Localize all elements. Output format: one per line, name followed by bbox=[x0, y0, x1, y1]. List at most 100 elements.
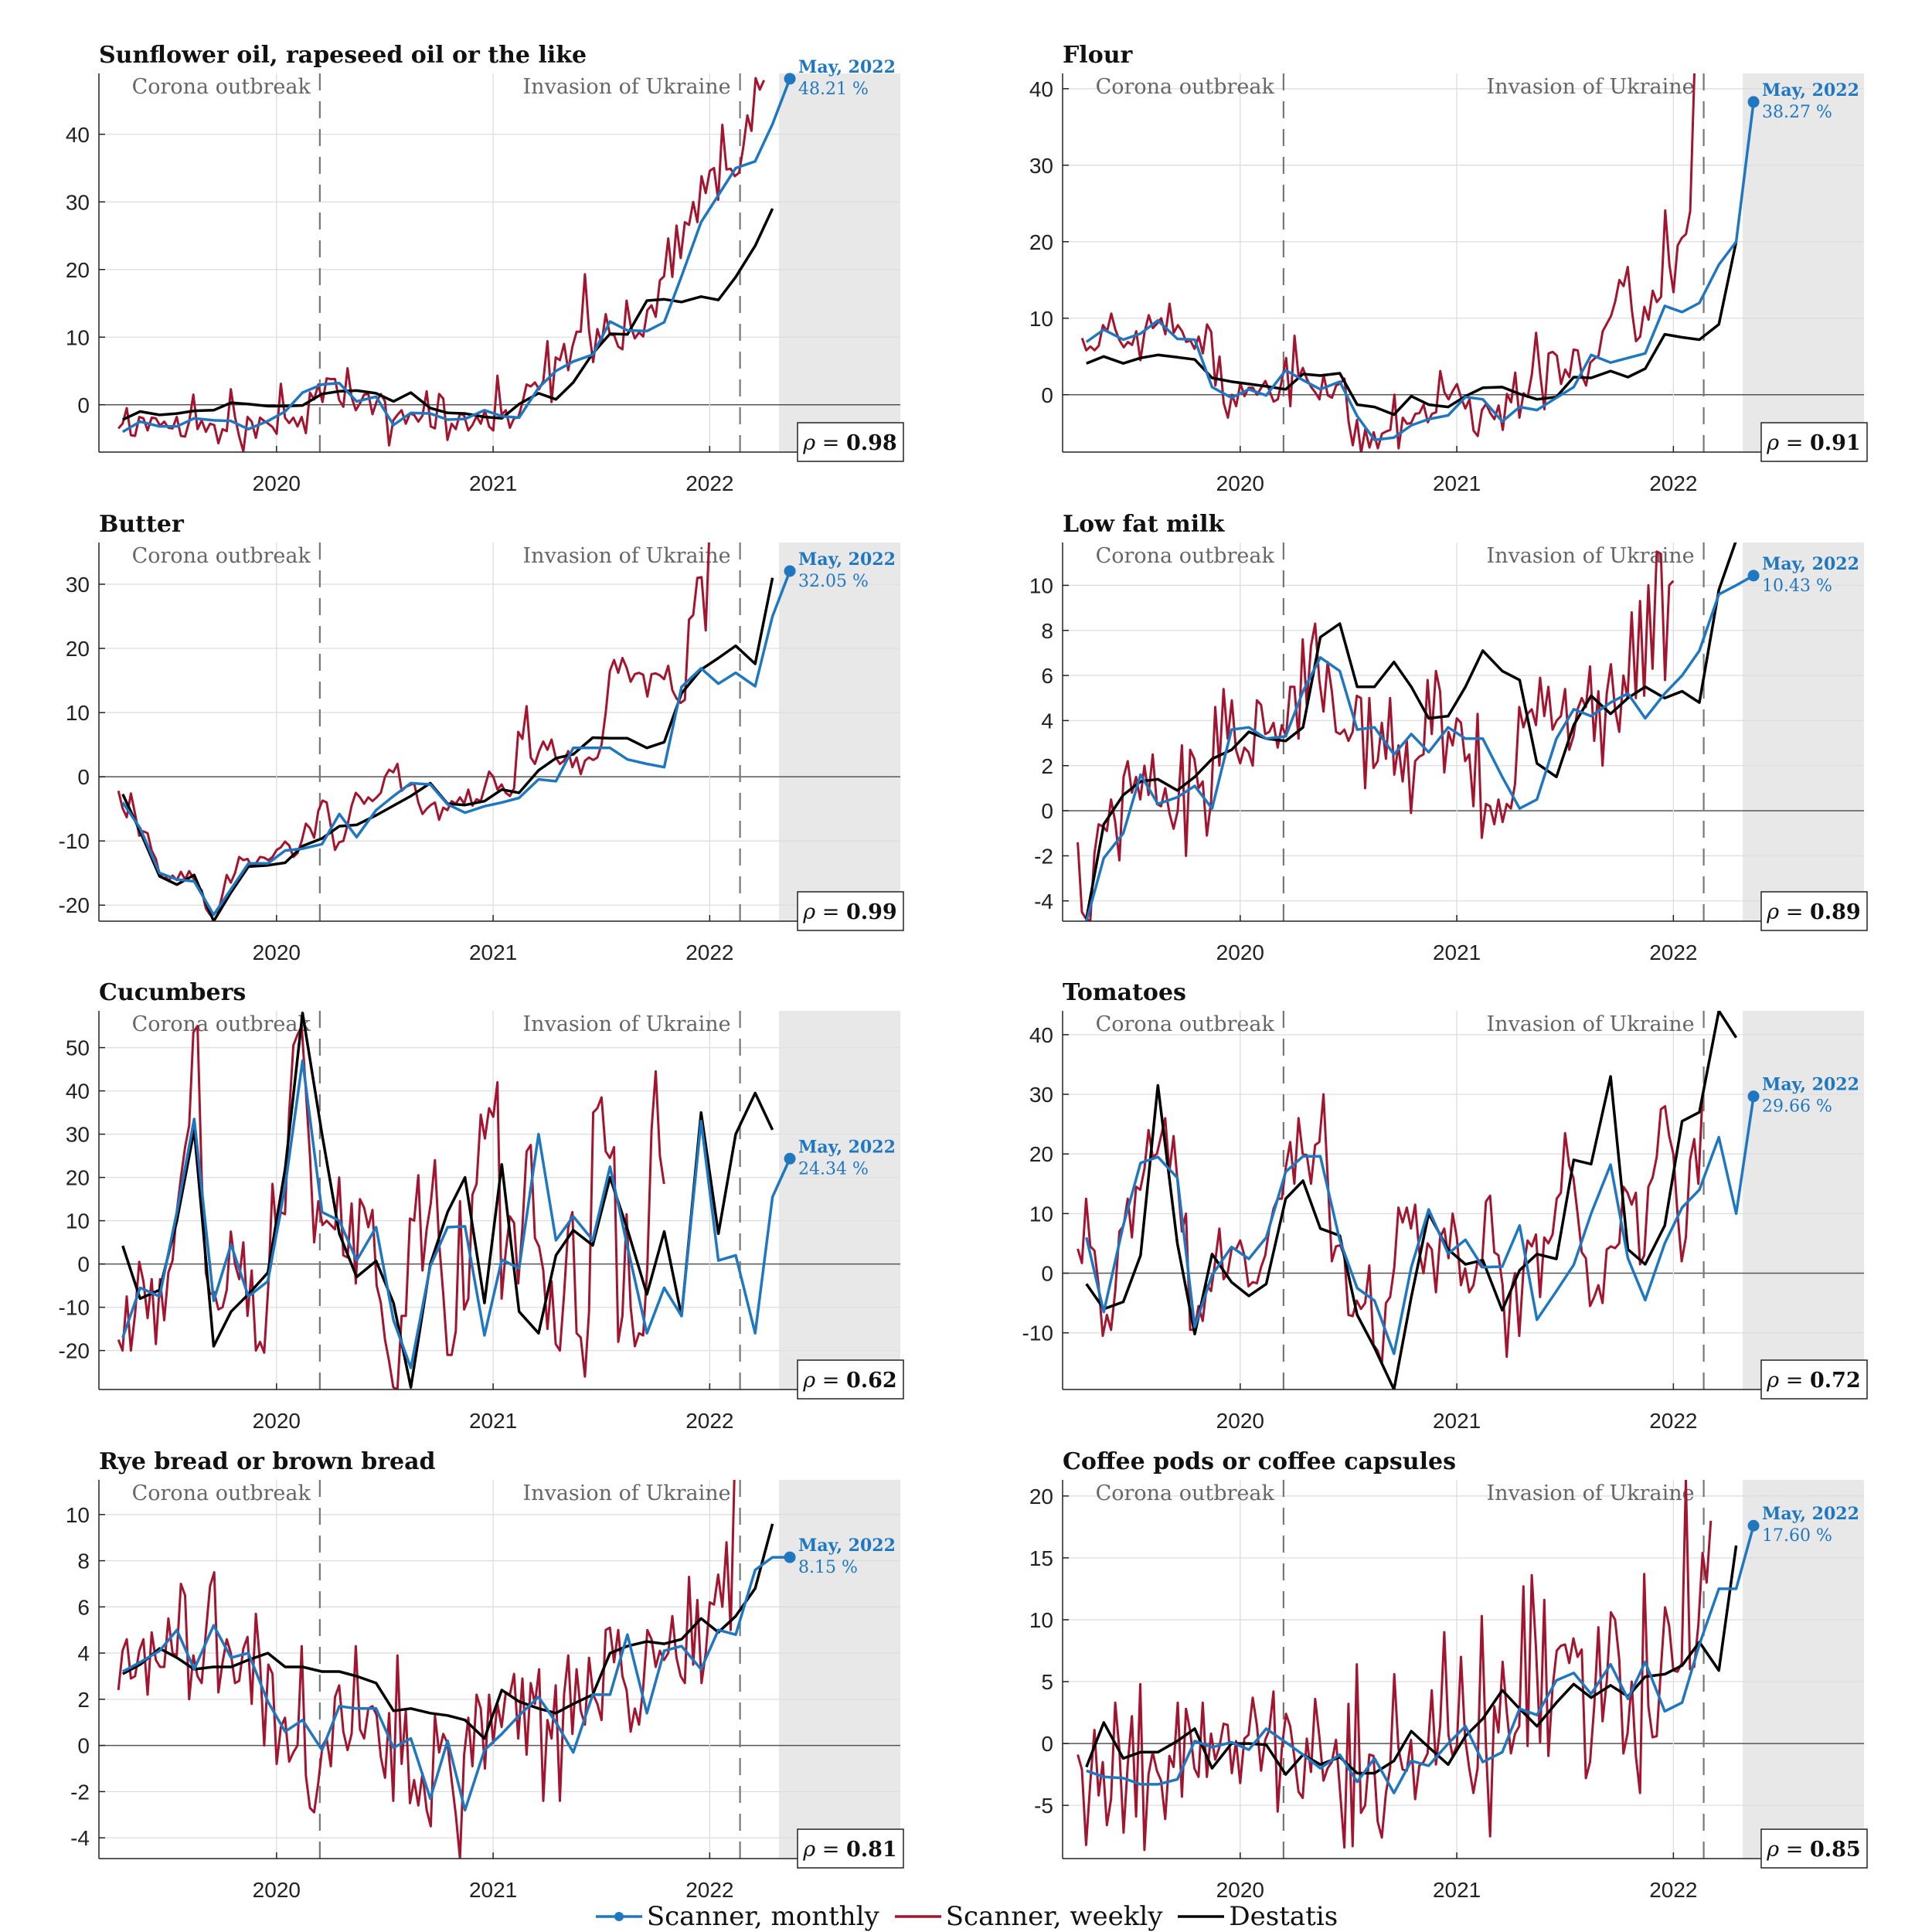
y-tick-label: -2 bbox=[1034, 844, 1053, 868]
forecast-shade bbox=[779, 543, 900, 921]
legend: Scanner, monthly Scanner, weekly Destati… bbox=[0, 1901, 1932, 1932]
event-label-corona: Corona outbreak bbox=[132, 1012, 311, 1036]
y-tick-label: 0 bbox=[1041, 1262, 1053, 1286]
forecast-shade bbox=[779, 73, 900, 452]
chart-title: Flour bbox=[1063, 42, 1134, 69]
last-point-marker bbox=[1747, 96, 1760, 108]
forecast-shade bbox=[1743, 1011, 1864, 1389]
series-scanner-weekly bbox=[1077, 1093, 1704, 1366]
annotation-month: May, 2022 bbox=[1762, 1075, 1859, 1095]
y-tick-label: 10 bbox=[1029, 1202, 1053, 1226]
correlation-box bbox=[1760, 422, 1868, 462]
y-tick-label: -10 bbox=[1022, 1321, 1053, 1345]
series-scanner-monthly bbox=[121, 1059, 791, 1369]
y-tick-label: 2 bbox=[1041, 754, 1053, 778]
y-tick-label: 15 bbox=[1029, 1546, 1053, 1570]
y-tick-label: 4 bbox=[77, 1641, 90, 1665]
y-tick-label: 40 bbox=[66, 123, 90, 147]
y-tick-label: 5 bbox=[1041, 1670, 1053, 1694]
last-point-marker bbox=[1747, 1519, 1760, 1532]
event-label-ukraine: Invasion of Ukraine bbox=[1487, 1012, 1695, 1036]
legend-swatch-destatis-icon bbox=[1176, 1903, 1226, 1930]
last-point-marker bbox=[784, 1551, 796, 1563]
chart-panel-5: Corona outbreak Invasion of Ukraine May, 2… bbox=[59, 979, 904, 1433]
event-label-corona: Corona outbreak bbox=[132, 544, 311, 568]
y-tick-label: -4 bbox=[1034, 889, 1053, 913]
y-tick-label: 30 bbox=[1029, 1083, 1053, 1107]
x-tick-label: 2021 bbox=[469, 471, 517, 495]
forecast-shade bbox=[1743, 543, 1864, 921]
series-scanner-weekly bbox=[117, 1480, 736, 1859]
series-destatis bbox=[1085, 1011, 1738, 1389]
chart-title: Tomatoes bbox=[1063, 979, 1186, 1006]
y-tick-label: 10 bbox=[1029, 573, 1053, 597]
last-point-marker bbox=[784, 1152, 796, 1165]
event-label-ukraine: Invasion of Ukraine bbox=[523, 1481, 731, 1505]
series-scanner-monthly bbox=[1086, 1525, 1755, 1794]
y-tick-label: 30 bbox=[1029, 154, 1053, 178]
event-label-corona: Corona outbreak bbox=[1096, 1012, 1275, 1036]
chart-title: Sunflower oil, rapeseed oil or the like bbox=[99, 42, 587, 69]
correlation-label: ρ = 0.89 bbox=[1766, 900, 1860, 924]
y-tick-label: 20 bbox=[66, 1166, 90, 1190]
series-scanner-monthly bbox=[121, 1556, 791, 1812]
y-tick-label: 20 bbox=[1029, 230, 1053, 254]
annotation-month: May, 2022 bbox=[798, 1536, 896, 1556]
x-tick-label: 2020 bbox=[1216, 471, 1264, 495]
y-tick-label: 0 bbox=[1041, 383, 1053, 407]
event-label-ukraine: Invasion of Ukraine bbox=[523, 544, 731, 568]
y-tick-label: -10 bbox=[59, 1296, 90, 1320]
annotation-value: 29.66 % bbox=[1762, 1097, 1832, 1117]
series-destatis bbox=[121, 577, 774, 921]
annotation-value: 10.43 % bbox=[1762, 577, 1832, 596]
y-tick-label: 6 bbox=[77, 1595, 90, 1619]
annotation-value: 8.15 % bbox=[798, 1558, 858, 1577]
x-tick-label: 2020 bbox=[253, 471, 301, 495]
series-group bbox=[1077, 1480, 1755, 1852]
annotation-month: May, 2022 bbox=[798, 1137, 896, 1157]
chart-panel-6: Corona outbreak Invasion of Ukraine May, 2… bbox=[1022, 979, 1868, 1433]
x-tick-label: 2022 bbox=[685, 1878, 733, 1902]
series-destatis bbox=[122, 208, 774, 421]
y-tick-label: 8 bbox=[1041, 619, 1053, 643]
x-tick-label: 2020 bbox=[1216, 940, 1264, 964]
x-tick-label: 2021 bbox=[1433, 471, 1481, 495]
y-tick-label: 30 bbox=[66, 1123, 90, 1147]
chart-panel-3: Corona outbreak Invasion of Ukraine May, 2… bbox=[59, 511, 904, 964]
series-destatis bbox=[1085, 543, 1737, 920]
legend-label: Scanner, monthly bbox=[646, 1901, 879, 1932]
correlation-label: ρ = 0.99 bbox=[802, 900, 896, 924]
correlation-label: ρ = 0.72 bbox=[1766, 1369, 1860, 1393]
x-tick-label: 2022 bbox=[1649, 1409, 1697, 1433]
y-tick-label: 0 bbox=[77, 393, 90, 417]
x-tick-label: 2021 bbox=[469, 1878, 517, 1902]
series-scanner-monthly bbox=[1085, 574, 1754, 921]
y-tick-label: -2 bbox=[70, 1780, 90, 1804]
chart-title: Rye bread or brown bread bbox=[99, 1448, 436, 1475]
annotation-month: May, 2022 bbox=[1762, 1504, 1859, 1524]
last-point-marker bbox=[1747, 570, 1760, 582]
last-point-marker bbox=[1747, 1090, 1760, 1103]
y-tick-label: 0 bbox=[1041, 1732, 1053, 1756]
legend-swatch-weekly-icon bbox=[893, 1903, 943, 1930]
y-tick-label: 0 bbox=[77, 1253, 90, 1277]
correlation-label: ρ = 0.81 bbox=[802, 1838, 896, 1862]
series-scanner-weekly bbox=[1077, 550, 1675, 921]
series-group bbox=[117, 1480, 791, 1859]
event-label-ukraine: Invasion of Ukraine bbox=[1487, 75, 1695, 99]
y-tick-label: 0 bbox=[77, 1734, 90, 1758]
x-tick-label: 2021 bbox=[1433, 940, 1481, 964]
correlation-box bbox=[1760, 891, 1868, 931]
annotation-value: 48.21 % bbox=[798, 80, 869, 99]
legend-item-scanner-weekly: Scanner, weekly bbox=[893, 1901, 1162, 1932]
legend-swatch-monthly-icon bbox=[594, 1903, 644, 1930]
y-tick-label: 10 bbox=[1029, 1608, 1053, 1632]
chart-title: Low fat milk bbox=[1063, 511, 1226, 538]
y-tick-label: 30 bbox=[66, 573, 90, 597]
forecast-shade bbox=[1743, 73, 1864, 452]
event-label-ukraine: Invasion of Ukraine bbox=[1487, 544, 1695, 568]
event-label-ukraine: Invasion of Ukraine bbox=[523, 75, 731, 99]
correlation-label: ρ = 0.91 bbox=[1766, 431, 1860, 455]
x-tick-label: 2022 bbox=[685, 940, 733, 964]
x-tick-label: 2020 bbox=[253, 1878, 301, 1902]
